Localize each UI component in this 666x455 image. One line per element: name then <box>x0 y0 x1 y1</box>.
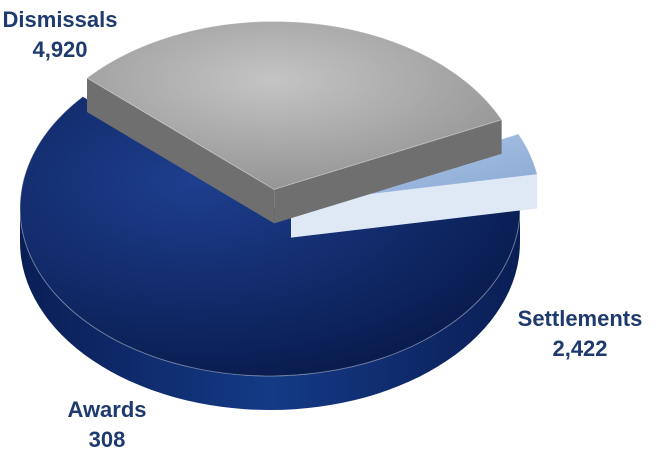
slice-name-settlements: Settlements <box>517 306 643 331</box>
pie-slice-settlements-wall-0 <box>86 78 275 224</box>
slice-label-settlements: Settlements 2,422 <box>505 304 655 364</box>
slice-value-awards: 308 <box>88 427 126 452</box>
slice-label-dismissals: Dismissals 4,920 <box>0 5 120 65</box>
slice-value-settlements: 2,422 <box>552 336 608 361</box>
pie-slice-dismissals <box>19 96 521 377</box>
pie-slice-settlements-wall-1 <box>274 119 502 224</box>
slice-value-dismissals: 4,920 <box>32 37 88 62</box>
slice-name-dismissals: Dismissals <box>2 7 118 32</box>
pie-slice-dismissals-side-0 <box>20 208 520 410</box>
slice-name-awards: Awards <box>67 397 147 422</box>
pie-slice-settlements <box>86 20 503 190</box>
slice-label-awards: Awards 308 <box>52 395 162 455</box>
pie-slice-awards-wall-1 <box>291 174 538 238</box>
